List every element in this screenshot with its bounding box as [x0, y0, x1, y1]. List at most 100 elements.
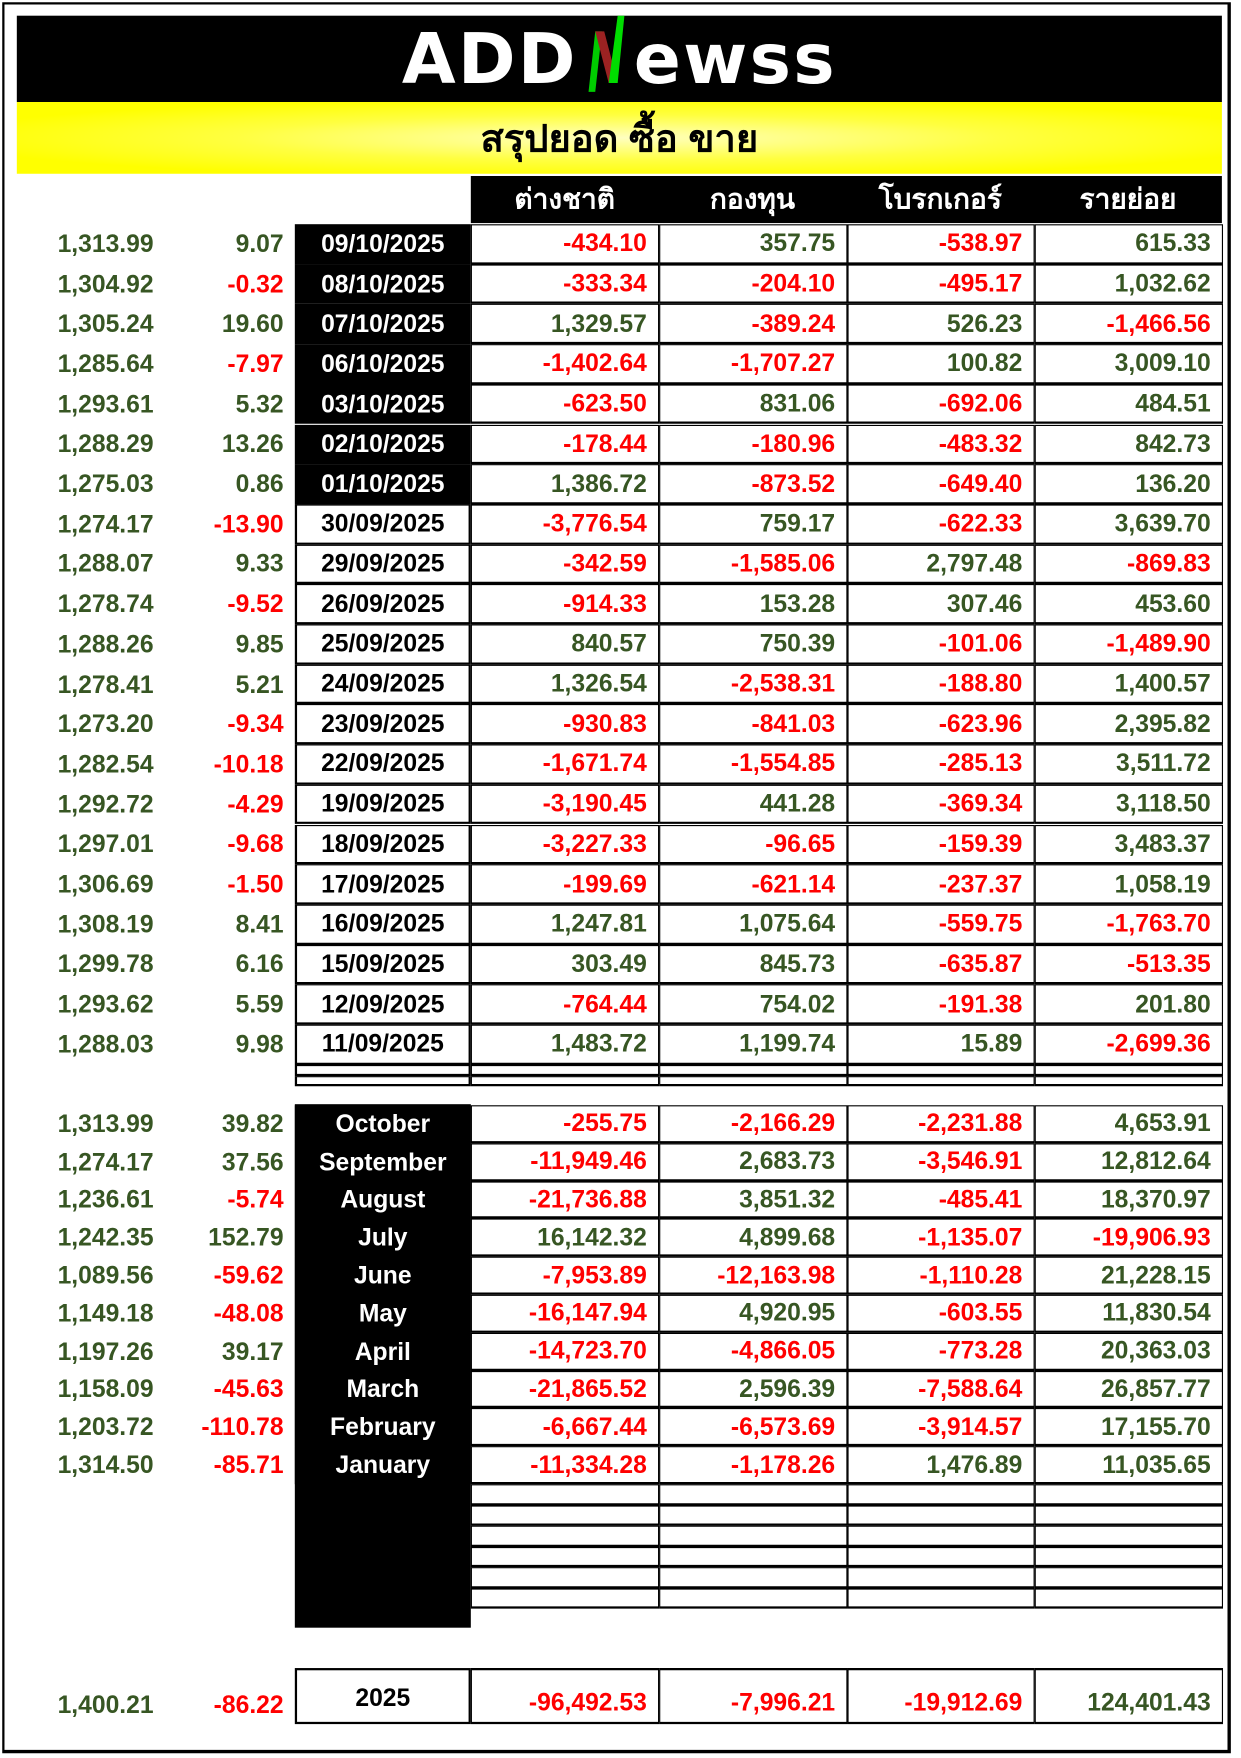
date-cell: 17/09/2025 [294, 864, 471, 905]
value-cell: 136.20 [1034, 464, 1224, 505]
month-cell: August [294, 1181, 471, 1219]
value-cell: -204.10 [659, 264, 848, 305]
monthly-row: 1,158.09 -45.63 March -21,865.52 2,596.39 -7,… [0, 1370, 1241, 1409]
date-cell: 23/09/2025 [294, 704, 471, 745]
value-cell: -1,585.06 [659, 544, 848, 585]
value-cell [470, 1587, 660, 1609]
value-cell: -7,996.21 [659, 1668, 848, 1725]
value-cell: -333.34 [470, 264, 660, 305]
date-cell: 26/09/2025 [294, 584, 471, 625]
value-cell: 1,032.62 [1034, 264, 1224, 305]
value-cell: 11,830.54 [1034, 1294, 1224, 1333]
value-cell [847, 1504, 1035, 1526]
value-cell: -11,949.46 [470, 1143, 660, 1182]
value-cell: -1,763.70 [1034, 904, 1224, 945]
set-index: 1,236.61 [57, 1185, 154, 1214]
value-cell [1034, 1504, 1224, 1526]
value-cell: 4,653.91 [1034, 1105, 1224, 1144]
value-cell: -342.59 [470, 544, 660, 585]
value-cell [847, 1064, 1035, 1076]
value-cell: -623.96 [847, 704, 1035, 745]
value-cell: 453.60 [1034, 584, 1224, 625]
date-cell [294, 1075, 471, 1086]
daily-row: 1,285.64 -7.97 06/10/2025 -1,402.64 -1,707.2… [0, 344, 1241, 385]
index-change: 8.41 [235, 909, 284, 938]
index-change: 13.26 [221, 429, 284, 458]
index-change: 37.56 [221, 1147, 284, 1176]
value-cell: -1,671.74 [470, 744, 660, 785]
set-index: 1,278.74 [57, 589, 154, 618]
daily-row: 1,304.92 -0.32 08/10/2025 -333.34 -204.10 -49… [0, 264, 1241, 305]
value-cell: -1,135.07 [847, 1218, 1035, 1257]
logo-banner: ADD ewss [16, 15, 1222, 103]
date-cell: 01/10/2025 [294, 464, 471, 505]
value-cell: 1,247.81 [470, 904, 660, 945]
value-cell [1034, 1567, 1224, 1588]
value-cell: -483.32 [847, 424, 1035, 465]
date-cell: 19/09/2025 [294, 784, 471, 825]
value-cell: 1,329.57 [470, 304, 660, 345]
value-cell: -180.96 [659, 424, 848, 465]
value-cell [659, 1484, 848, 1505]
index-change: 5.59 [235, 990, 284, 1019]
set-index: 1,313.99 [57, 1109, 154, 1138]
value-cell [659, 1587, 848, 1609]
index-change: -13.90 [213, 509, 284, 538]
month-cell: February [294, 1408, 471, 1447]
value-cell: -19,912.69 [847, 1668, 1035, 1725]
set-index: 1,288.26 [57, 629, 154, 658]
value-cell: -622.33 [847, 504, 1035, 545]
value-cell: -369.34 [847, 784, 1035, 825]
value-cell: 357.75 [659, 224, 848, 265]
value-cell: 1,058.19 [1034, 864, 1224, 905]
set-index: 1,282.54 [57, 749, 154, 778]
value-cell: 20,363.03 [1034, 1332, 1224, 1371]
index-change: -86.22 [213, 1690, 284, 1719]
value-cell: -1,110.28 [847, 1256, 1035, 1295]
column-header-row: ต่างชาติ กองทุน โบรกเกอร์ รายย่อย [470, 175, 1222, 224]
set-index: 1,306.69 [57, 869, 154, 898]
index-change: 9.33 [235, 549, 284, 578]
value-cell: -11,334.28 [470, 1446, 660, 1485]
value-cell: 1,476.89 [847, 1446, 1035, 1485]
empty-row [0, 1525, 1241, 1547]
monthly-row: 1,149.18 -48.08 May -16,147.94 4,920.95 -603.… [0, 1294, 1241, 1333]
month-cell: September [294, 1143, 471, 1182]
value-cell: 18,370.97 [1034, 1181, 1224, 1219]
value-cell: -21,865.52 [470, 1370, 660, 1409]
column-header-foreign: ต่างชาติ [514, 183, 615, 216]
value-cell [470, 1075, 660, 1086]
column-header-retail: รายย่อย [1079, 183, 1177, 216]
set-index: 1,274.17 [57, 1147, 154, 1176]
set-index: 1,242.35 [57, 1223, 154, 1252]
value-cell: -2,166.29 [659, 1105, 848, 1144]
empty-row [0, 1484, 1241, 1505]
index-change: 5.32 [235, 389, 284, 418]
value-cell: -1,489.90 [1034, 624, 1224, 665]
value-cell [659, 1064, 848, 1076]
daily-row: 1,292.72 -4.29 19/09/2025 -3,190.45 441.28 -3… [0, 784, 1241, 825]
value-cell: 100.82 [847, 344, 1035, 385]
year-cell: 2025 [294, 1668, 471, 1725]
value-cell [1034, 1587, 1224, 1609]
value-cell: 124,401.43 [1034, 1668, 1224, 1725]
date-cell: 06/10/2025 [294, 344, 471, 385]
value-cell: 153.28 [659, 584, 848, 625]
month-cell: May [294, 1294, 471, 1333]
value-cell: -873.52 [659, 464, 848, 505]
index-change: 39.82 [221, 1109, 284, 1138]
index-change: 39.17 [221, 1337, 284, 1366]
value-cell: 2,683.73 [659, 1143, 848, 1182]
value-cell: -1,707.27 [659, 344, 848, 385]
monthly-row: 1,089.56 -59.62 June -7,953.89 -12,163.98 -1,… [0, 1256, 1241, 1295]
set-index: 1,293.61 [57, 389, 154, 418]
daily-row: 1,288.07 9.33 29/09/2025 -342.59 -1,585.06 2,… [0, 544, 1241, 585]
index-change: -9.34 [227, 709, 284, 738]
value-cell: 201.80 [1034, 984, 1224, 1025]
date-cell: 09/10/2025 [294, 224, 471, 265]
index-change: -85.71 [213, 1450, 284, 1479]
date-cell: 15/09/2025 [294, 944, 471, 985]
date-cell: 08/10/2025 [294, 264, 471, 305]
value-cell: -389.24 [659, 304, 848, 345]
